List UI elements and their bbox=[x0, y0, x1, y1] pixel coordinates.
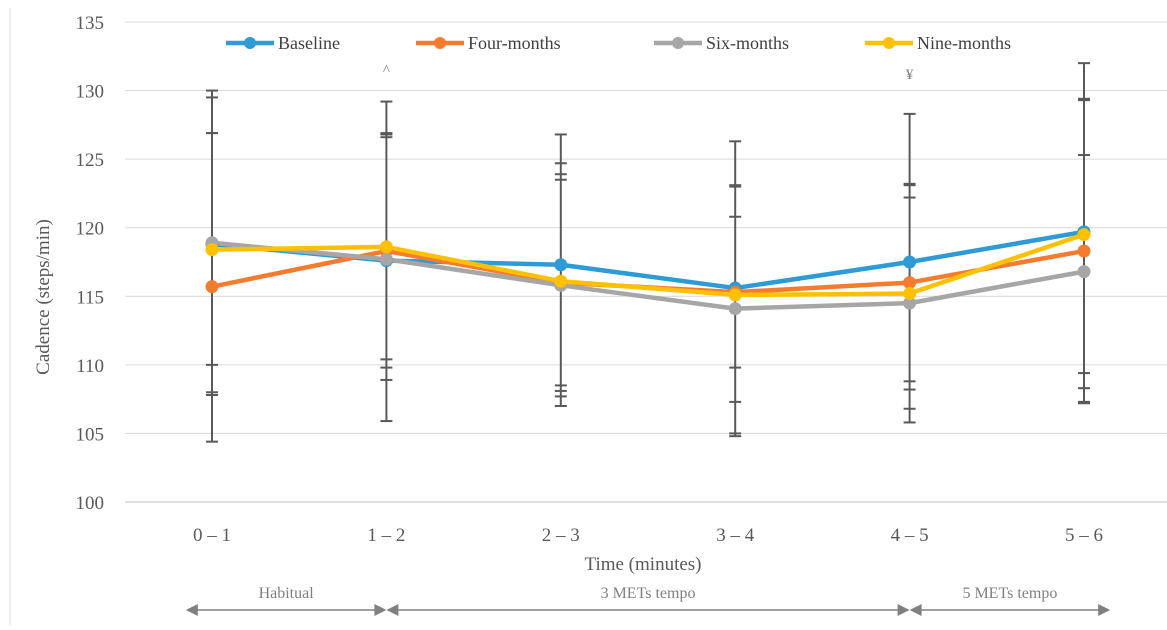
y-tick-label: 105 bbox=[76, 424, 105, 445]
data-point bbox=[903, 296, 917, 310]
phase-label: 3 METs tempo bbox=[601, 585, 696, 602]
legend-item: Nine-months bbox=[865, 33, 1011, 53]
arrow-head bbox=[909, 604, 922, 616]
annotation-symbol: ^ bbox=[383, 63, 390, 79]
x-tick-label: 4 – 5 bbox=[891, 525, 929, 546]
data-point bbox=[1077, 228, 1091, 242]
data-point bbox=[903, 276, 917, 290]
data-point bbox=[205, 243, 219, 257]
arrow-head bbox=[897, 604, 910, 616]
arrow-head bbox=[374, 604, 387, 616]
x-tick-label: 3 – 4 bbox=[716, 525, 755, 546]
x-tick-label: 5 – 6 bbox=[1065, 525, 1103, 546]
annotation-symbol: ¥ bbox=[906, 67, 914, 83]
series-line bbox=[209, 240, 1087, 311]
data-point bbox=[554, 274, 568, 288]
legend-label: Nine-months bbox=[917, 33, 1011, 53]
phase-arrow: 5 METs tempo bbox=[909, 585, 1111, 616]
data-point bbox=[554, 258, 568, 272]
data-point bbox=[903, 287, 917, 301]
series-markers bbox=[205, 225, 1091, 316]
y-tick-label: 135 bbox=[76, 13, 105, 34]
legend-item: Baseline bbox=[226, 33, 340, 53]
significance-annotations: ^ ¥ bbox=[383, 63, 914, 83]
arrow-head bbox=[185, 604, 198, 616]
phase-label: Habitual bbox=[259, 585, 315, 602]
legend-label: Baseline bbox=[278, 33, 340, 53]
legend-swatch-marker bbox=[434, 37, 446, 49]
data-point bbox=[1077, 244, 1091, 258]
x-tick-label: 0 – 1 bbox=[193, 525, 231, 546]
data-point bbox=[728, 288, 742, 302]
y-tick-label: 110 bbox=[76, 356, 104, 377]
legend-swatch-marker bbox=[883, 37, 895, 49]
arrow-head bbox=[1098, 604, 1111, 616]
y-axis-title: Cadence (steps/min) bbox=[33, 219, 54, 375]
data-point bbox=[205, 280, 219, 294]
phase-arrow: Habitual bbox=[185, 585, 387, 616]
x-tick-label: 2 – 3 bbox=[542, 525, 580, 546]
phase-arrow: 3 METs tempo bbox=[386, 585, 910, 616]
data-point bbox=[379, 240, 393, 254]
x-axis-title: Time (minutes) bbox=[585, 554, 702, 575]
x-tick-label: 1 – 2 bbox=[367, 525, 405, 546]
y-tick-label: 115 bbox=[76, 287, 104, 308]
arrow-head bbox=[386, 604, 399, 616]
data-point bbox=[903, 255, 917, 269]
y-tick-label: 120 bbox=[76, 219, 105, 240]
y-tick-label: 100 bbox=[76, 493, 105, 514]
legend-swatch-marker bbox=[672, 37, 684, 49]
series-lines bbox=[209, 229, 1087, 311]
y-tick-labels: 100 105 110 115 120 125 130 135 bbox=[76, 13, 105, 514]
y-tick-label: 130 bbox=[76, 82, 105, 103]
data-point bbox=[379, 252, 393, 266]
legend-item: Six-months bbox=[654, 33, 789, 53]
legend-label: Six-months bbox=[706, 33, 789, 53]
data-point bbox=[1077, 265, 1091, 279]
phase-arrows: Habitual 3 METs tempo 5 METs tempo bbox=[185, 585, 1111, 616]
legend: Baseline Four-months Six-months Nine-months bbox=[226, 33, 1011, 53]
data-point bbox=[728, 302, 742, 316]
phase-label: 5 METs tempo bbox=[962, 585, 1057, 602]
series-line bbox=[209, 232, 1087, 298]
x-tick-labels: 0 – 1 1 – 2 2 – 3 3 – 4 4 – 5 5 – 6 bbox=[193, 525, 1103, 546]
y-tick-label: 125 bbox=[76, 150, 105, 171]
legend-swatch-marker bbox=[244, 37, 256, 49]
legend-label: Four-months bbox=[468, 33, 561, 53]
legend-item: Four-months bbox=[416, 33, 561, 53]
